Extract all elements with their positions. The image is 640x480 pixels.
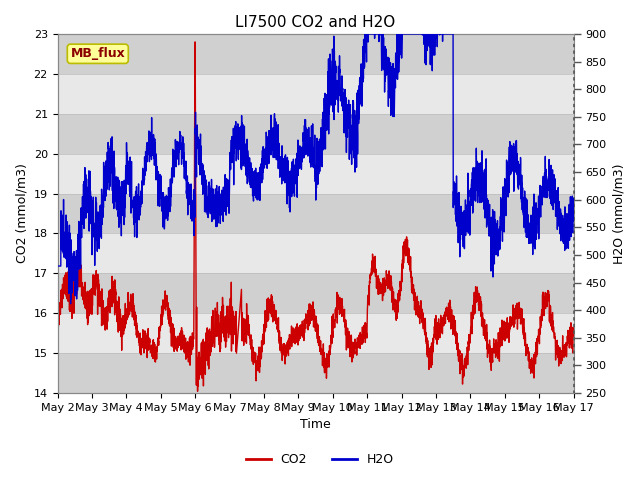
- Bar: [58, 353, 573, 393]
- Bar: [58, 193, 573, 233]
- Text: MB_flux: MB_flux: [70, 48, 125, 60]
- Bar: [58, 233, 573, 274]
- Bar: [58, 114, 573, 154]
- X-axis label: Time: Time: [300, 419, 331, 432]
- Title: LI7500 CO2 and H2O: LI7500 CO2 and H2O: [236, 15, 396, 30]
- Bar: [58, 74, 573, 114]
- Bar: [58, 274, 573, 313]
- Bar: [58, 34, 573, 74]
- Bar: [58, 313, 573, 353]
- Y-axis label: H2O (mmol/m3): H2O (mmol/m3): [612, 163, 625, 264]
- Y-axis label: CO2 (mmol/m3): CO2 (mmol/m3): [15, 164, 28, 264]
- Legend: CO2, H2O: CO2, H2O: [241, 448, 399, 471]
- Bar: [58, 154, 573, 193]
